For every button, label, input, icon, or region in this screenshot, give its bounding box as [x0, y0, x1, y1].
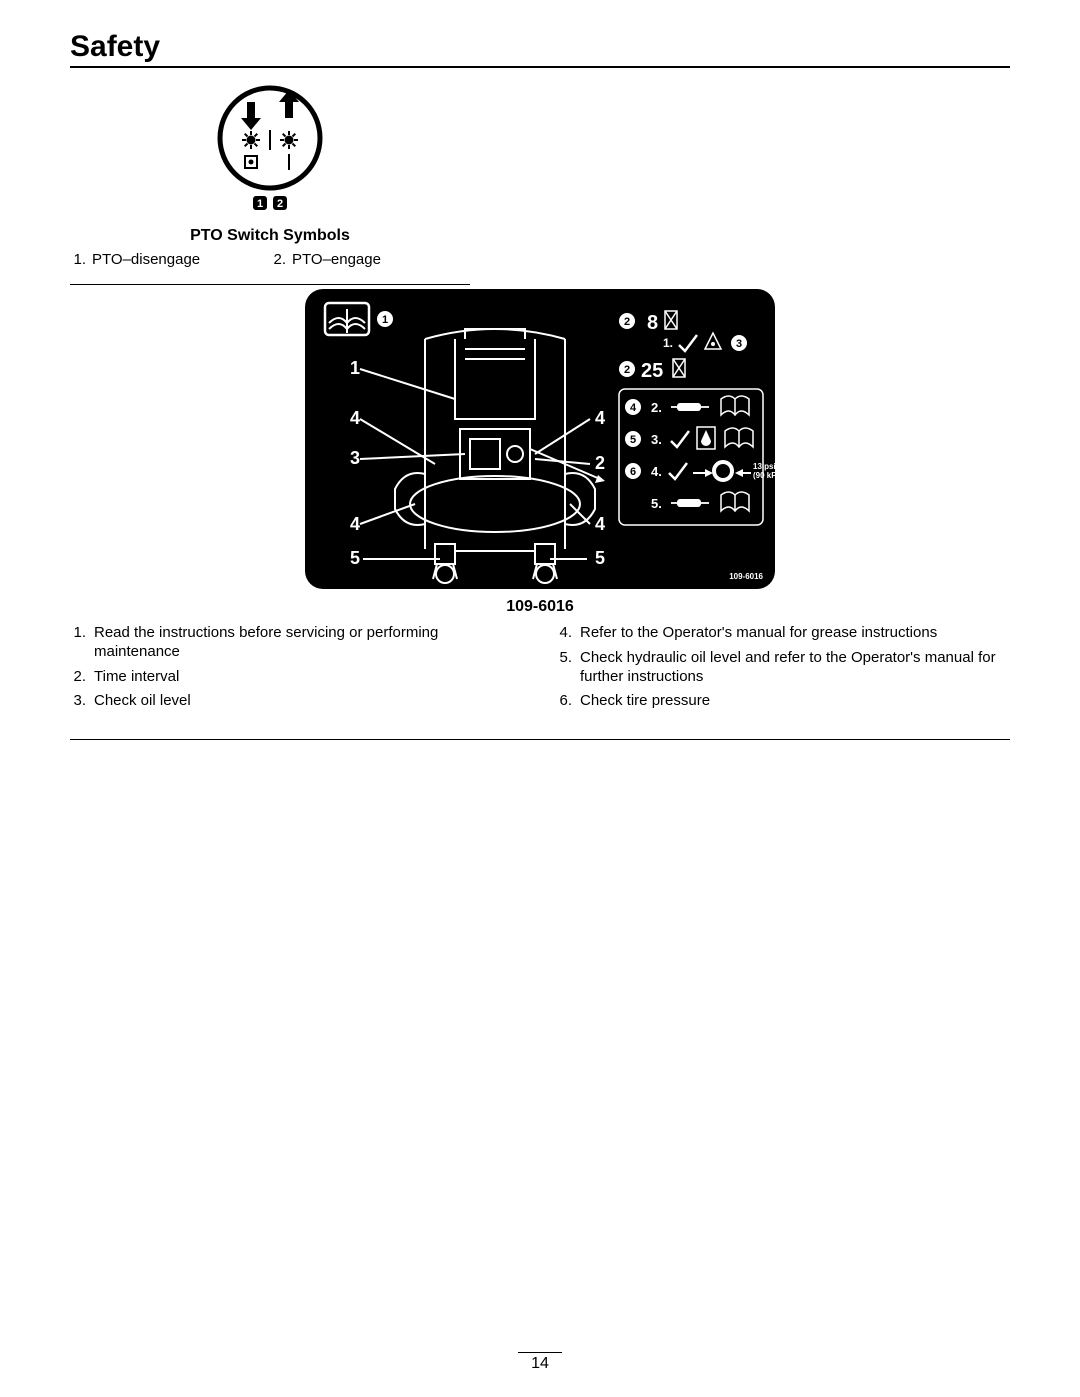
- pto-legend: 1. PTO–disengage 2. PTO–engage: [70, 251, 470, 268]
- legend-text: PTO–disengage: [92, 251, 200, 268]
- pto-switch-block: 1 2 PTO Switch Symbols 1. PTO–disengage …: [70, 78, 470, 285]
- svg-text:1.: 1.: [663, 336, 673, 350]
- svg-text:109-6016: 109-6016: [729, 572, 763, 581]
- svg-text:4: 4: [630, 402, 637, 414]
- legend-num: 2.: [70, 668, 94, 687]
- svg-text:2: 2: [624, 364, 630, 376]
- svg-text:3: 3: [736, 338, 742, 350]
- page-footer: 14: [0, 1352, 1080, 1373]
- svg-text:1: 1: [257, 198, 263, 210]
- legend-num: 5.: [556, 649, 580, 687]
- legend-num: 1.: [70, 251, 92, 268]
- pto-symbol: 1 2: [70, 78, 470, 223]
- svg-text:5: 5: [595, 548, 605, 568]
- pto-switch-icon: 1 2: [195, 78, 345, 218]
- svg-text:5: 5: [350, 548, 360, 568]
- decal-caption: 109-6016: [70, 598, 1010, 616]
- page-number: 14: [531, 1355, 549, 1372]
- section-title: Safety: [70, 30, 1010, 68]
- page: Safety: [0, 0, 1080, 1397]
- legend-num: 2.: [270, 251, 292, 268]
- pto-caption: PTO Switch Symbols: [70, 227, 470, 245]
- svg-text:4: 4: [595, 408, 605, 428]
- decal-block: 1: [70, 289, 1010, 740]
- separator: [70, 284, 470, 285]
- legend-num: 3.: [70, 692, 94, 711]
- svg-text:6: 6: [630, 466, 636, 478]
- svg-text:2: 2: [277, 198, 283, 210]
- svg-text:2: 2: [624, 316, 630, 328]
- legend-num: 4.: [556, 624, 580, 643]
- svg-text:(90 kPa): (90 kPa): [753, 471, 775, 480]
- legend-text: Refer to the Operator's manual for greas…: [580, 624, 937, 643]
- separator: [70, 739, 1010, 740]
- svg-text:1: 1: [382, 314, 388, 326]
- decal-legend: 1.Read the instructions before servicing…: [70, 624, 1010, 717]
- decal-109-6016-icon: 1: [305, 289, 775, 589]
- svg-text:4: 4: [350, 408, 360, 428]
- svg-text:25: 25: [641, 360, 663, 382]
- svg-text:3: 3: [350, 448, 360, 468]
- svg-text:2: 2: [595, 453, 605, 473]
- legend-num: 1.: [70, 624, 94, 662]
- svg-text:5.: 5.: [651, 496, 662, 511]
- svg-text:1: 1: [350, 358, 360, 378]
- legend-text: Check hydraulic oil level and refer to t…: [580, 649, 1010, 687]
- svg-text:4: 4: [595, 514, 605, 534]
- decal-legend-left: 1.Read the instructions before servicing…: [70, 624, 524, 717]
- svg-text:13 psi: 13 psi: [753, 462, 775, 471]
- svg-text:8: 8: [647, 312, 658, 334]
- svg-text:3.: 3.: [651, 432, 662, 447]
- legend-text: Read the instructions before servicing o…: [94, 624, 524, 662]
- legend-num: 6.: [556, 692, 580, 711]
- legend-text: PTO–engage: [292, 251, 381, 268]
- legend-text: Check oil level: [94, 692, 191, 711]
- svg-text:4.: 4.: [651, 464, 662, 479]
- svg-text:2.: 2.: [651, 400, 662, 415]
- svg-text:4: 4: [350, 514, 360, 534]
- svg-text:5: 5: [630, 434, 636, 446]
- legend-text: Time interval: [94, 668, 179, 687]
- decal-legend-right: 4.Refer to the Operator's manual for gre…: [556, 624, 1010, 717]
- legend-text: Check tire pressure: [580, 692, 710, 711]
